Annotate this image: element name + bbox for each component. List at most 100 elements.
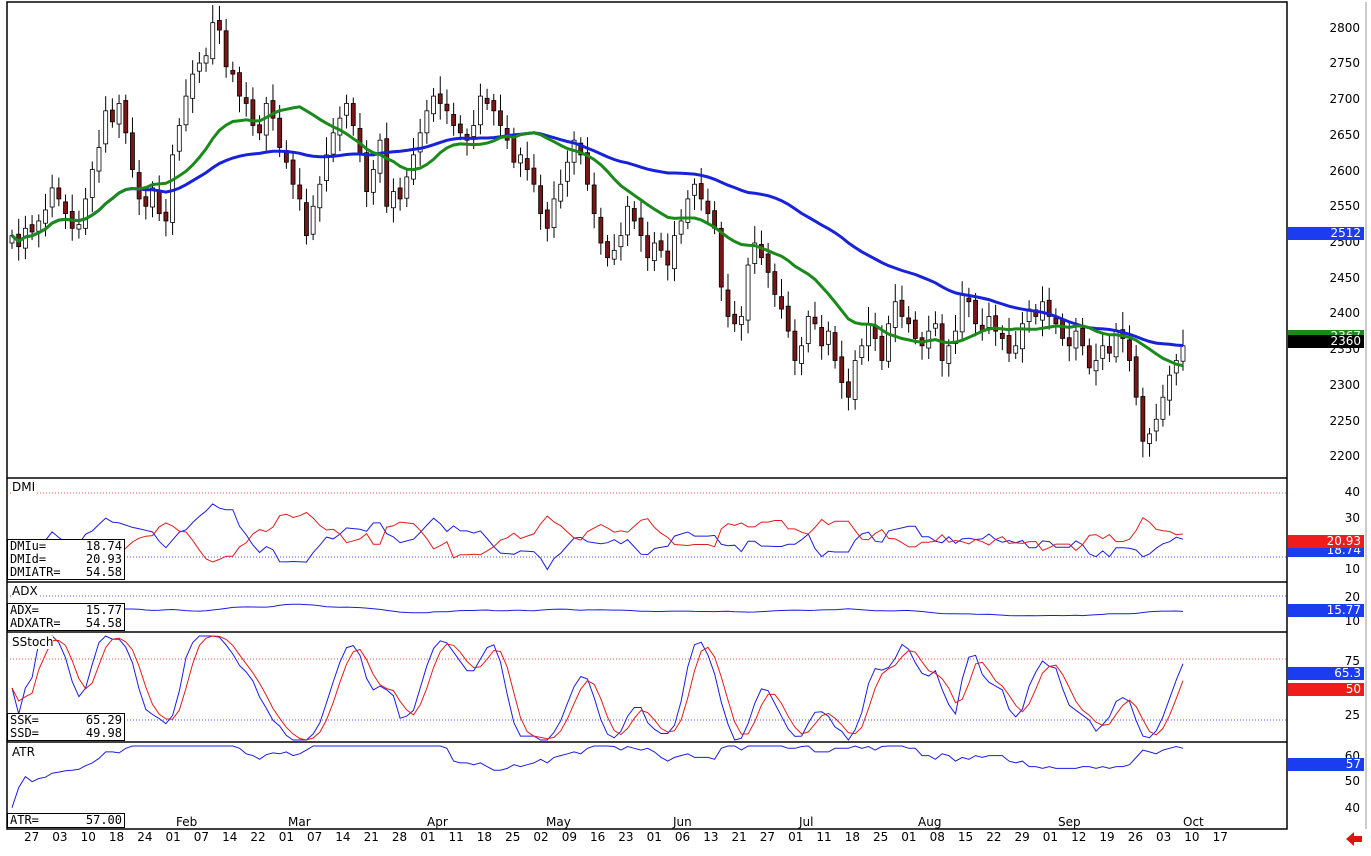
readout-value: 49.98 bbox=[85, 726, 122, 740]
date-tick: 01 bbox=[1042, 830, 1059, 844]
candle-body bbox=[1173, 360, 1179, 374]
candle-body bbox=[484, 97, 490, 104]
date-tick: 22 bbox=[250, 830, 266, 844]
date-tick: 06 bbox=[674, 830, 691, 844]
candle-body bbox=[631, 208, 637, 222]
date-tick: 11 bbox=[816, 830, 832, 844]
candle-body bbox=[217, 20, 222, 31]
candle-body bbox=[872, 326, 878, 339]
ma-fast-line bbox=[11, 105, 1184, 368]
stoch-k-tag: 65.3 bbox=[1288, 667, 1364, 680]
candle-body bbox=[785, 305, 791, 332]
date-tick: 19 bbox=[1099, 830, 1115, 844]
candle-body bbox=[638, 217, 644, 237]
dmi-readout: DMIu= 18.74 DMId= 20.93 DMIATR= 54.58 bbox=[7, 539, 125, 580]
candle-body bbox=[330, 132, 336, 155]
candle-body bbox=[1060, 319, 1065, 339]
candle-body bbox=[116, 103, 122, 125]
candle-body bbox=[1013, 345, 1019, 354]
candle-body bbox=[477, 95, 483, 126]
date-tick: 28 bbox=[391, 830, 408, 844]
candle-body bbox=[678, 220, 684, 235]
date-tick: 15 bbox=[957, 830, 974, 844]
candle-body bbox=[692, 183, 697, 196]
candle-body bbox=[370, 169, 376, 193]
candle-body bbox=[993, 315, 999, 332]
candle-body bbox=[859, 345, 865, 358]
adx-line bbox=[11, 603, 1184, 618]
candle-body bbox=[156, 191, 162, 215]
date-tick: 22 bbox=[986, 830, 1002, 844]
candle-body bbox=[190, 73, 196, 99]
price-tick: 2400 bbox=[1329, 306, 1360, 320]
candle-body bbox=[745, 264, 751, 321]
adx-tick: 20 bbox=[1344, 590, 1360, 604]
candle-body bbox=[471, 125, 477, 137]
readout-value: 20.93 bbox=[85, 552, 122, 566]
candle-body bbox=[544, 209, 550, 229]
arrow-left-icon[interactable] bbox=[1346, 832, 1362, 846]
candle-body bbox=[524, 158, 530, 170]
candle-body bbox=[738, 316, 744, 325]
candle-body bbox=[645, 235, 651, 259]
candle-body bbox=[210, 22, 216, 60]
candle-body bbox=[457, 123, 463, 134]
candle-body bbox=[999, 332, 1005, 339]
ma-slow-line bbox=[11, 131, 1184, 347]
date-tick: 09 bbox=[561, 830, 577, 844]
candle-body bbox=[350, 103, 356, 126]
date-tick: 13 bbox=[703, 830, 719, 844]
candle-body bbox=[277, 117, 283, 148]
candle-body bbox=[852, 360, 858, 400]
price-tick: 2750 bbox=[1329, 56, 1360, 70]
date-tick: 23 bbox=[618, 830, 634, 844]
candle-body bbox=[772, 271, 778, 295]
month-tick: Feb bbox=[176, 815, 198, 829]
dmi-red-tag: 20.93 bbox=[1288, 535, 1364, 548]
readout-value: 54.58 bbox=[85, 616, 122, 630]
candle-body bbox=[96, 147, 102, 172]
candle-body bbox=[491, 100, 497, 112]
candle-body bbox=[899, 299, 905, 317]
candle-body bbox=[270, 100, 276, 119]
candle-body bbox=[531, 167, 537, 185]
candle-body bbox=[839, 356, 845, 383]
candle-body bbox=[779, 296, 784, 310]
candle-body bbox=[76, 224, 82, 230]
candle-body bbox=[832, 332, 838, 361]
candle-body bbox=[672, 235, 677, 270]
readout-value: 57.00 bbox=[85, 813, 122, 827]
readout-label: SSD= bbox=[10, 726, 39, 740]
candle-body bbox=[611, 249, 617, 260]
candle-body bbox=[651, 242, 657, 262]
candle-body bbox=[290, 159, 296, 185]
candle-body bbox=[9, 235, 15, 244]
candle-body bbox=[337, 117, 343, 136]
price-tick: 2600 bbox=[1329, 164, 1360, 178]
candle-body bbox=[451, 114, 457, 126]
date-tick: 18 bbox=[108, 830, 125, 844]
price-tick: 2300 bbox=[1329, 378, 1360, 392]
candle-body bbox=[130, 132, 135, 170]
date-tick: 11 bbox=[448, 830, 464, 844]
candle-body bbox=[324, 154, 329, 181]
candle-body bbox=[759, 244, 764, 259]
date-tick: 14 bbox=[222, 830, 238, 844]
candle-body bbox=[765, 253, 771, 273]
candle-body bbox=[257, 124, 262, 134]
month-tick: Aug bbox=[918, 815, 942, 829]
candle-body bbox=[799, 345, 804, 364]
price-tick: 2650 bbox=[1329, 128, 1360, 142]
date-tick: 27 bbox=[24, 830, 40, 844]
candle-body bbox=[511, 137, 517, 163]
month-tick: May bbox=[546, 815, 571, 829]
candle-body bbox=[986, 316, 992, 328]
candle-body bbox=[665, 250, 671, 266]
date-tick: 25 bbox=[873, 830, 889, 844]
candle-body bbox=[1066, 337, 1072, 347]
candle-body bbox=[625, 205, 631, 236]
adx-tick: 10 bbox=[1344, 614, 1360, 628]
date-tick: 07 bbox=[307, 830, 323, 844]
price-tick: 2450 bbox=[1329, 271, 1360, 285]
candle-body bbox=[1133, 356, 1139, 398]
